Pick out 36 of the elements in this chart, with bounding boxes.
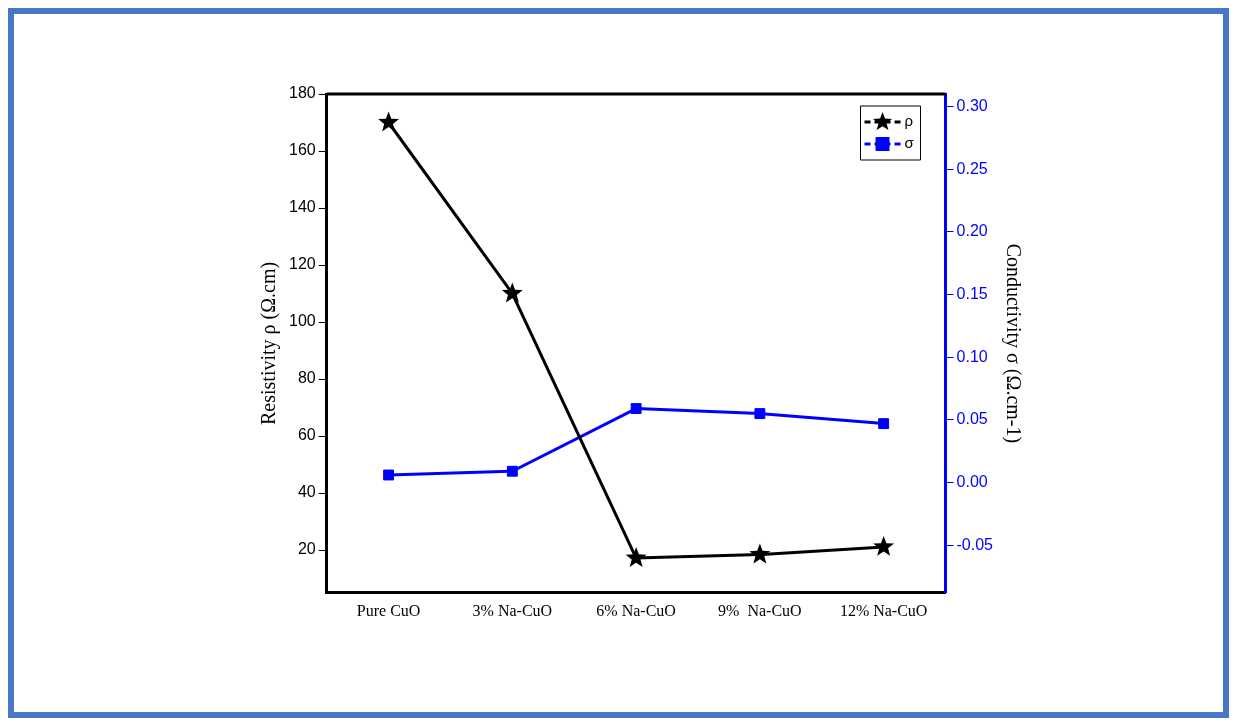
y2-tick-label: 0.25 bbox=[956, 159, 988, 177]
y-tick-label: 40 bbox=[297, 483, 316, 501]
y-tick-label: 80 bbox=[297, 369, 316, 387]
y2-tick-label: 0.20 bbox=[956, 222, 988, 240]
y2-tick-label: 0.15 bbox=[956, 284, 988, 302]
y2-tick-label: 0.05 bbox=[956, 410, 988, 428]
point bbox=[501, 282, 523, 303]
point bbox=[378, 111, 400, 132]
point bbox=[630, 403, 642, 415]
x-tick-label: 9% Na-CuO bbox=[718, 601, 802, 619]
x-tick-label: Pure CuO bbox=[356, 601, 421, 619]
y-axis-title: Resistivity ρ (Ω.cm) bbox=[257, 261, 281, 425]
x-tick-label: 12% Na-CuO bbox=[839, 601, 928, 619]
y-tick-label: 180 bbox=[288, 84, 316, 102]
y-tick-label: 60 bbox=[297, 426, 316, 444]
point bbox=[749, 543, 771, 564]
legend-label: σ bbox=[904, 134, 915, 152]
x-tick-label: 6% Na-CuO bbox=[596, 601, 676, 619]
point bbox=[506, 465, 518, 477]
y-tick-label: 120 bbox=[288, 255, 316, 273]
x-tick-label: 3% Na-CuO bbox=[472, 601, 553, 619]
y-tick-label: 20 bbox=[297, 540, 316, 558]
y-tick-label: 100 bbox=[288, 312, 316, 330]
y2-axis-title: Conductivity σ (Ω.cm-1) bbox=[1001, 243, 1025, 444]
y2-tick-label: 0.00 bbox=[956, 472, 988, 490]
point bbox=[878, 418, 890, 430]
legend-label: ρ bbox=[904, 112, 914, 130]
y-tick-label: 140 bbox=[288, 198, 316, 216]
point bbox=[754, 408, 766, 420]
point bbox=[383, 469, 395, 481]
y2-tick-label: 0.30 bbox=[956, 96, 988, 114]
y-tick-label: 160 bbox=[288, 141, 316, 159]
y2-tick-label: -0.05 bbox=[956, 535, 994, 553]
point bbox=[873, 535, 895, 556]
point bbox=[625, 547, 647, 567]
y2-tick-label: 0.10 bbox=[956, 347, 988, 365]
